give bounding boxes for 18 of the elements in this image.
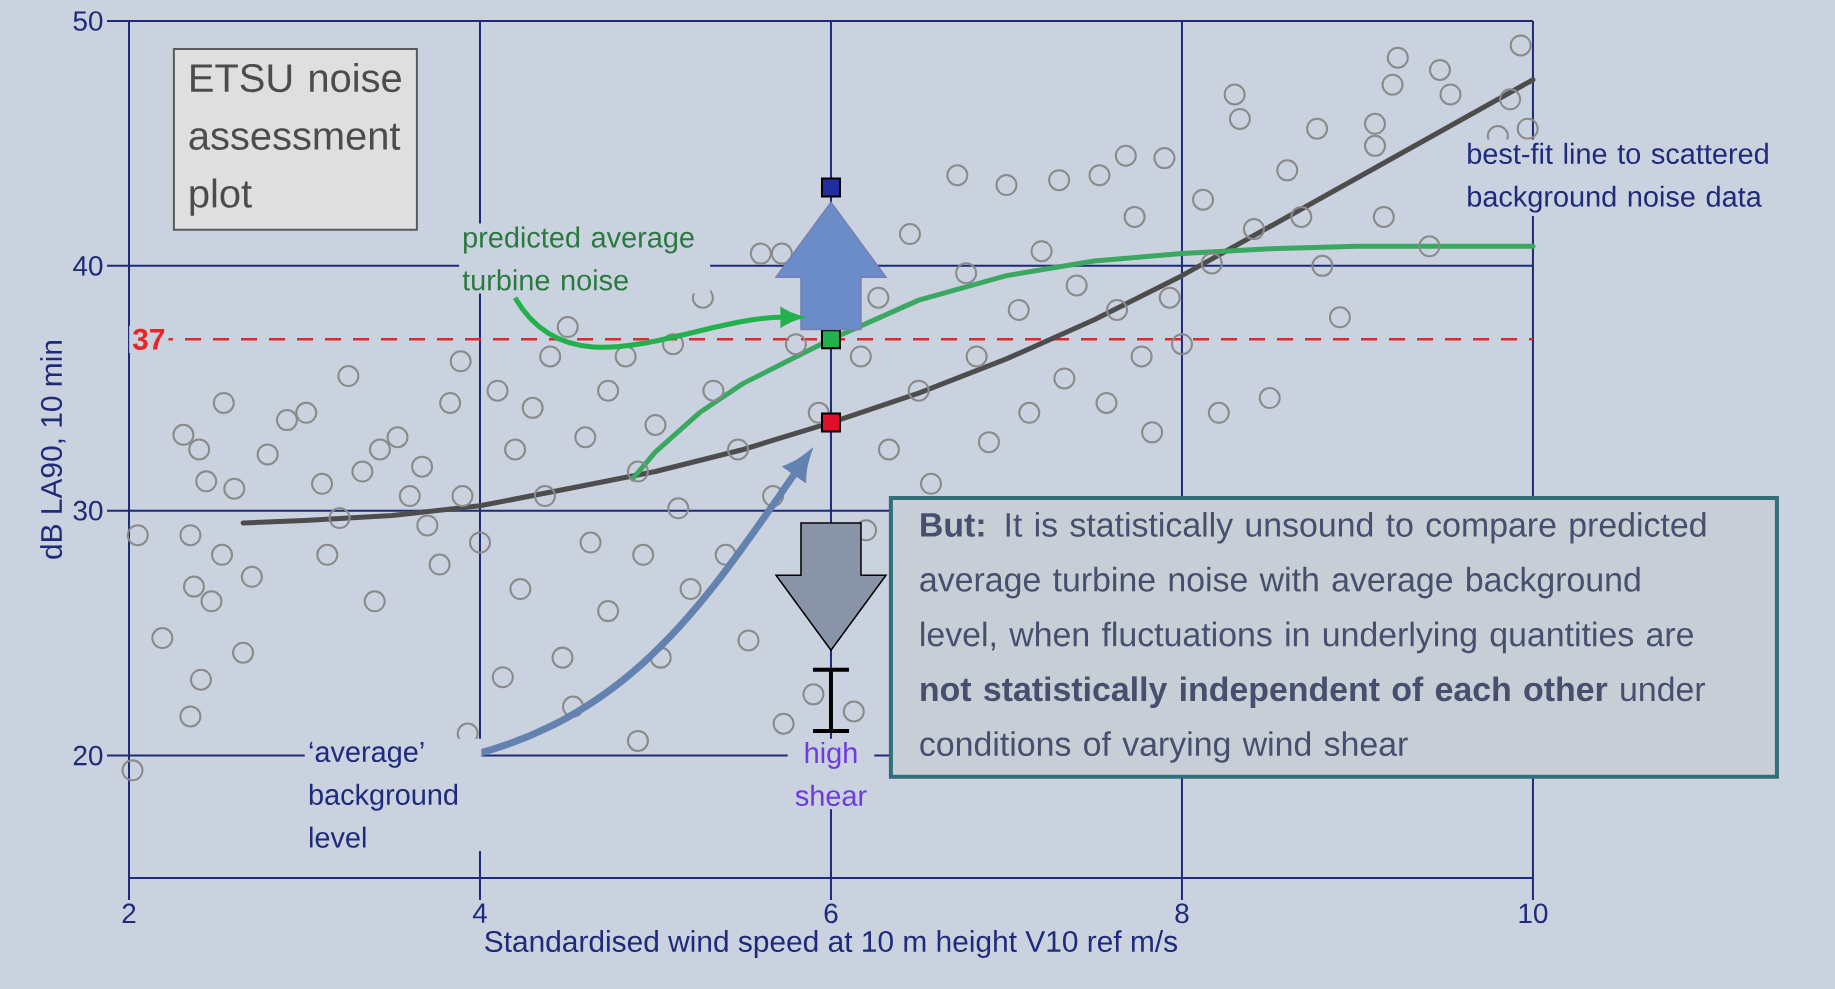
x-axis-title: Standardised wind speed at 10 m height V10 ref m/s bbox=[485, 930, 1178, 958]
ref-line-label: 37 bbox=[132, 328, 165, 350]
x-tick-label: 6 bbox=[824, 903, 838, 924]
text: But: It is statistically unsound to compare predicted average turbine noise with average background level, when fluctuations in underlying quantities are not statistically independent of each other under conditions of varying wind shear bbox=[920, 512, 1706, 763]
x-tick-label: 2 bbox=[122, 903, 136, 923]
y-tick-label: 30 bbox=[73, 500, 103, 521]
x-tick-label: 4 bbox=[472, 903, 487, 923]
x-tick-label: 8 bbox=[1175, 903, 1189, 924]
y-tick-label: 40 bbox=[73, 255, 103, 276]
annotation: predicted average turbine noise bbox=[462, 226, 694, 291]
text: ETSU noise assessment plot bbox=[189, 62, 401, 216]
annotation: ‘average’ background level bbox=[309, 741, 458, 848]
y-axis-title: dB LA90, 10 min bbox=[40, 340, 66, 559]
x-tick-label: 10 bbox=[1519, 903, 1548, 924]
y-tick-label: 50 bbox=[73, 11, 103, 31]
annotation: best-fit line to scattered background noise data bbox=[1468, 142, 1768, 213]
annotation: high shear bbox=[795, 741, 867, 806]
y-tick-label: 20 bbox=[73, 745, 103, 766]
